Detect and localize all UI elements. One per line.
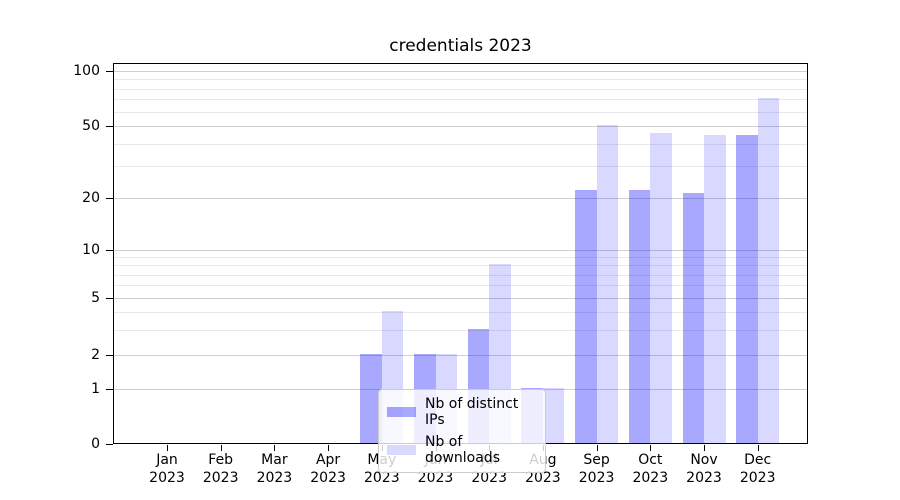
- y-tick-label-20: 20: [82, 190, 100, 206]
- legend-item-distinct-ips: Nb of distinct IPs: [379, 393, 545, 431]
- bar-distinct-ips-dec: [736, 135, 758, 443]
- gridline-minor: [114, 329, 807, 331]
- x-tick-mark: [167, 445, 168, 451]
- y-tick-mark: [106, 354, 113, 356]
- gridline-minor: [114, 79, 807, 81]
- x-tick-label-year: 2023: [739, 470, 776, 486]
- y-tick-mark: [106, 249, 113, 251]
- gridline-major: [114, 298, 807, 299]
- gridline-minor: [114, 88, 807, 90]
- x-tick-label-year: 2023: [471, 470, 507, 486]
- x-tick-label-sep: Sep 2023: [565, 451, 629, 487]
- x-tick-label-year: 2023: [202, 470, 239, 486]
- gridline-major: [114, 198, 807, 199]
- bar-downloads-sep: [596, 125, 619, 443]
- legend: Nb of distinct IPs Nb of downloads: [378, 389, 546, 473]
- y-tick-mark: [106, 388, 113, 390]
- x-tick-label-month: Dec: [744, 452, 772, 468]
- gridline-minor: [114, 166, 807, 168]
- x-tick-label-month: Nov: [690, 452, 718, 468]
- legend-swatch-distinct-ips: [387, 407, 416, 417]
- x-tick-label-jan: Jan 2023: [135, 451, 199, 487]
- x-tick-label-year: 2023: [686, 470, 722, 486]
- x-tick-mark: [274, 445, 276, 451]
- x-tick-label-year: 2023: [256, 470, 293, 486]
- gridline-minor: [114, 265, 807, 267]
- bar-distinct-ips-sep: [575, 189, 597, 443]
- x-tick-label-month: Oct: [638, 452, 663, 468]
- legend-label-downloads: Nb of downloads: [425, 434, 500, 466]
- chart-title: credentials 2023: [389, 36, 532, 56]
- x-tick-mark: [328, 445, 330, 451]
- plot-area: [113, 63, 808, 444]
- x-tick-mark: [704, 445, 705, 451]
- x-tick-label-month: Mar: [261, 452, 288, 468]
- y-tick-label-5: 5: [91, 290, 100, 306]
- x-tick-label-feb: Feb 2023: [189, 451, 253, 487]
- x-tick-label-month: Sep: [583, 452, 610, 468]
- x-tick-label-month: Apr: [315, 452, 341, 468]
- x-tick-mark: [220, 445, 222, 451]
- x-tick-mark: [596, 445, 598, 451]
- y-tick-label-0: 0: [91, 436, 100, 452]
- gridline-major: [114, 126, 807, 127]
- bar-downloads-nov: [704, 135, 726, 443]
- y-tick-label-50: 50: [82, 118, 100, 134]
- bar-downloads-dec: [757, 98, 780, 443]
- gridline-major: [114, 71, 807, 72]
- y-tick-label-10: 10: [82, 242, 100, 258]
- y-tick-mark: [106, 70, 113, 72]
- gridline-minor: [114, 274, 807, 276]
- y-tick-mark: [106, 125, 113, 127]
- y-tick-label-1: 1: [91, 381, 100, 397]
- x-tick-label-mar: Mar 2023: [242, 451, 306, 487]
- bar-distinct-ips-nov: [682, 193, 704, 443]
- gridline-minor: [114, 285, 807, 287]
- x-tick-label-year: 2023: [578, 470, 615, 486]
- y-tick-mark: [106, 197, 113, 199]
- x-tick-label-nov: Nov 2023: [672, 451, 736, 487]
- x-tick-label-year: 2023: [417, 470, 454, 486]
- legend-item-downloads: Nb of downloads: [379, 431, 545, 469]
- gridline-minor: [114, 99, 807, 101]
- y-tick-label-100: 100: [73, 63, 100, 79]
- gridline-minor: [114, 257, 807, 259]
- x-tick-label-year: 2023: [149, 470, 185, 486]
- y-tick-mark: [106, 443, 113, 445]
- x-tick-label-oct: Oct 2023: [618, 451, 682, 487]
- bar-downloads-oct: [650, 133, 672, 443]
- x-tick-mark: [650, 445, 652, 451]
- y-tick-label-2: 2: [91, 347, 100, 363]
- bar-distinct-ips-oct: [628, 189, 651, 443]
- x-tick-label-month: Jan: [156, 452, 178, 468]
- legend-swatch-downloads: [387, 445, 416, 455]
- bar-downloads-aug: [542, 388, 565, 443]
- x-tick-label-year: 2023: [363, 470, 400, 486]
- gridline-minor: [114, 311, 807, 313]
- x-tick-mark: [757, 445, 759, 451]
- x-tick-label-dec: Dec 2023: [726, 451, 790, 487]
- x-tick-label-apr: Apr 2023: [296, 451, 360, 487]
- gridline-major: [114, 250, 807, 251]
- x-tick-label-year: 2023: [525, 470, 561, 486]
- y-tick-mark: [106, 297, 113, 299]
- x-tick-label-year: 2023: [632, 470, 669, 486]
- gridline-minor: [114, 143, 807, 145]
- gridline-minor: [114, 111, 807, 113]
- gridline-major: [114, 355, 807, 356]
- x-tick-label-year: 2023: [310, 470, 346, 486]
- x-tick-label-month: Feb: [208, 452, 234, 468]
- legend-label-distinct-ips: Nb of distinct IPs: [425, 396, 519, 428]
- bar-distinct-ips-may: [360, 354, 382, 443]
